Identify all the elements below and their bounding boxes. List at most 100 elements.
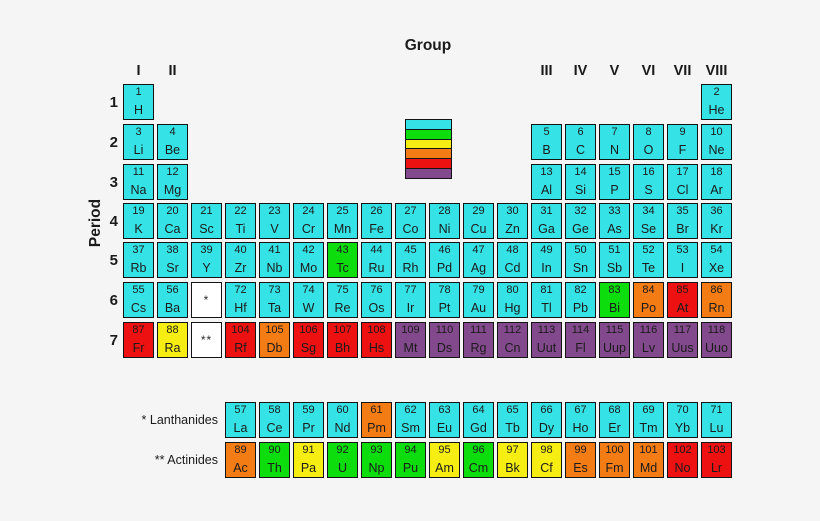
group-label-III: III bbox=[540, 63, 553, 79]
element-symbol: In bbox=[541, 260, 552, 275]
atomic-number: 38 bbox=[166, 244, 179, 256]
cell-Fl: 114 Fl bbox=[565, 322, 596, 358]
element-symbol: W bbox=[302, 300, 315, 315]
cell-Hg: 80 Hg bbox=[497, 282, 528, 318]
atomic-number: 54 bbox=[710, 244, 723, 256]
cell-Zr: 40 Zr bbox=[225, 242, 256, 278]
cell-Os: 76 Os bbox=[361, 282, 392, 318]
atomic-number: 107 bbox=[333, 324, 352, 336]
atomic-number: 15 bbox=[608, 166, 621, 178]
period-number-6: 6 bbox=[109, 291, 118, 309]
cell-Pr: 59 Pr bbox=[293, 402, 324, 438]
atomic-number: 17 bbox=[676, 166, 689, 178]
atomic-number: 22 bbox=[234, 205, 247, 217]
cell-Pt: 78 Pt bbox=[429, 282, 460, 318]
atomic-number: 115 bbox=[605, 324, 624, 336]
atomic-number: 86 bbox=[710, 284, 723, 296]
element-symbol: Co bbox=[402, 221, 419, 236]
element-symbol: Am bbox=[435, 460, 454, 475]
element-symbol: K bbox=[134, 221, 143, 236]
element-symbol: Au bbox=[470, 300, 487, 315]
element-symbol: Ba bbox=[164, 300, 181, 315]
atomic-number: 69 bbox=[642, 404, 655, 416]
cell-Hf: 72 Hf bbox=[225, 282, 256, 318]
atomic-number: 9 bbox=[679, 126, 686, 138]
atomic-number: 79 bbox=[472, 284, 485, 296]
cell-W: 74 W bbox=[293, 282, 324, 318]
cell-Rn: 86 Rn bbox=[701, 282, 732, 318]
atomic-number: 23 bbox=[268, 205, 281, 217]
lanthanides-label: * Lanthanides bbox=[141, 413, 218, 427]
element-symbol: Pr bbox=[302, 420, 315, 435]
cell-Ar: 18 Ar bbox=[701, 164, 732, 200]
element-symbol: Uup bbox=[603, 340, 626, 355]
atomic-number: 89 bbox=[234, 444, 247, 456]
element-symbol: O bbox=[643, 142, 654, 157]
cell-Ni: 28 Ni bbox=[429, 203, 460, 239]
element-symbol: At bbox=[676, 300, 689, 315]
element-symbol: Pu bbox=[402, 460, 419, 475]
atomic-number: 57 bbox=[234, 404, 247, 416]
cell-Ga: 31 Ga bbox=[531, 203, 562, 239]
atomic-number: 52 bbox=[642, 244, 655, 256]
element-symbol: Er bbox=[608, 420, 621, 435]
cell-Cm: 96 Cm bbox=[463, 442, 494, 478]
element-symbol: V bbox=[270, 221, 279, 236]
element-symbol: Fe bbox=[369, 221, 384, 236]
cell-Po: 84 Po bbox=[633, 282, 664, 318]
cell-Rg: 111 Rg bbox=[463, 322, 494, 358]
atomic-number: 39 bbox=[200, 244, 213, 256]
cell-Cu: 29 Cu bbox=[463, 203, 494, 239]
atomic-number: 26 bbox=[370, 205, 383, 217]
element-symbol: No bbox=[674, 460, 691, 475]
element-symbol: Lu bbox=[709, 420, 724, 435]
atomic-number: 44 bbox=[370, 244, 383, 256]
element-symbol: Uus bbox=[671, 340, 694, 355]
element-symbol: P bbox=[610, 182, 619, 197]
element-symbol: Br bbox=[676, 221, 689, 236]
element-symbol: Bh bbox=[334, 340, 351, 355]
atomic-number: 101 bbox=[639, 444, 658, 456]
cell-Cs: 55 Cs bbox=[123, 282, 154, 318]
atomic-number: 112 bbox=[503, 324, 522, 336]
period-number-2: 2 bbox=[109, 133, 118, 151]
atomic-number: 94 bbox=[404, 444, 417, 456]
cell-Tb: 65 Tb bbox=[497, 402, 528, 438]
element-symbol: C bbox=[575, 142, 586, 157]
atomic-number: 55 bbox=[132, 284, 145, 296]
element-symbol: S bbox=[644, 182, 653, 197]
cell-Fe: 26 Fe bbox=[361, 203, 392, 239]
element-symbol: Se bbox=[640, 221, 657, 236]
cell-Rf: 104 Rf bbox=[225, 322, 256, 358]
element-symbol: Mt bbox=[403, 340, 418, 355]
cell-Bk: 97 Bk bbox=[497, 442, 528, 478]
atomic-number: 37 bbox=[132, 244, 145, 256]
cell-Pa: 91 Pa bbox=[293, 442, 324, 478]
cell-Np: 93 Np bbox=[361, 442, 392, 478]
cell-Dy: 66 Dy bbox=[531, 402, 562, 438]
lanthanide-marker-cell: * bbox=[191, 282, 222, 318]
element-symbol: Ir bbox=[406, 300, 415, 315]
cell-Fr: 87 Fr bbox=[123, 322, 154, 358]
element-symbol: Tm bbox=[639, 420, 658, 435]
atomic-number: 8 bbox=[645, 126, 652, 138]
atomic-number: 48 bbox=[506, 244, 519, 256]
cell-In: 49 In bbox=[531, 242, 562, 278]
cell-Am: 95 Am bbox=[429, 442, 460, 478]
cell-No: 102 No bbox=[667, 442, 698, 478]
element-symbol: Bi bbox=[608, 300, 621, 315]
element-symbol: Lv bbox=[641, 340, 656, 355]
element-symbol: Bk bbox=[505, 460, 520, 475]
actinides-label: ** Actinides bbox=[154, 453, 218, 467]
cell-La: 57 La bbox=[225, 402, 256, 438]
cell-Br: 35 Br bbox=[667, 203, 698, 239]
group-label-VIII: VIII bbox=[705, 63, 728, 79]
element-symbol: U bbox=[337, 460, 348, 475]
atomic-number: 7 bbox=[611, 126, 618, 138]
element-symbol: B bbox=[542, 142, 551, 157]
atomic-number: 70 bbox=[676, 404, 689, 416]
element-symbol: Si bbox=[574, 182, 587, 197]
atomic-number: 93 bbox=[370, 444, 383, 456]
atomic-number: 99 bbox=[574, 444, 587, 456]
